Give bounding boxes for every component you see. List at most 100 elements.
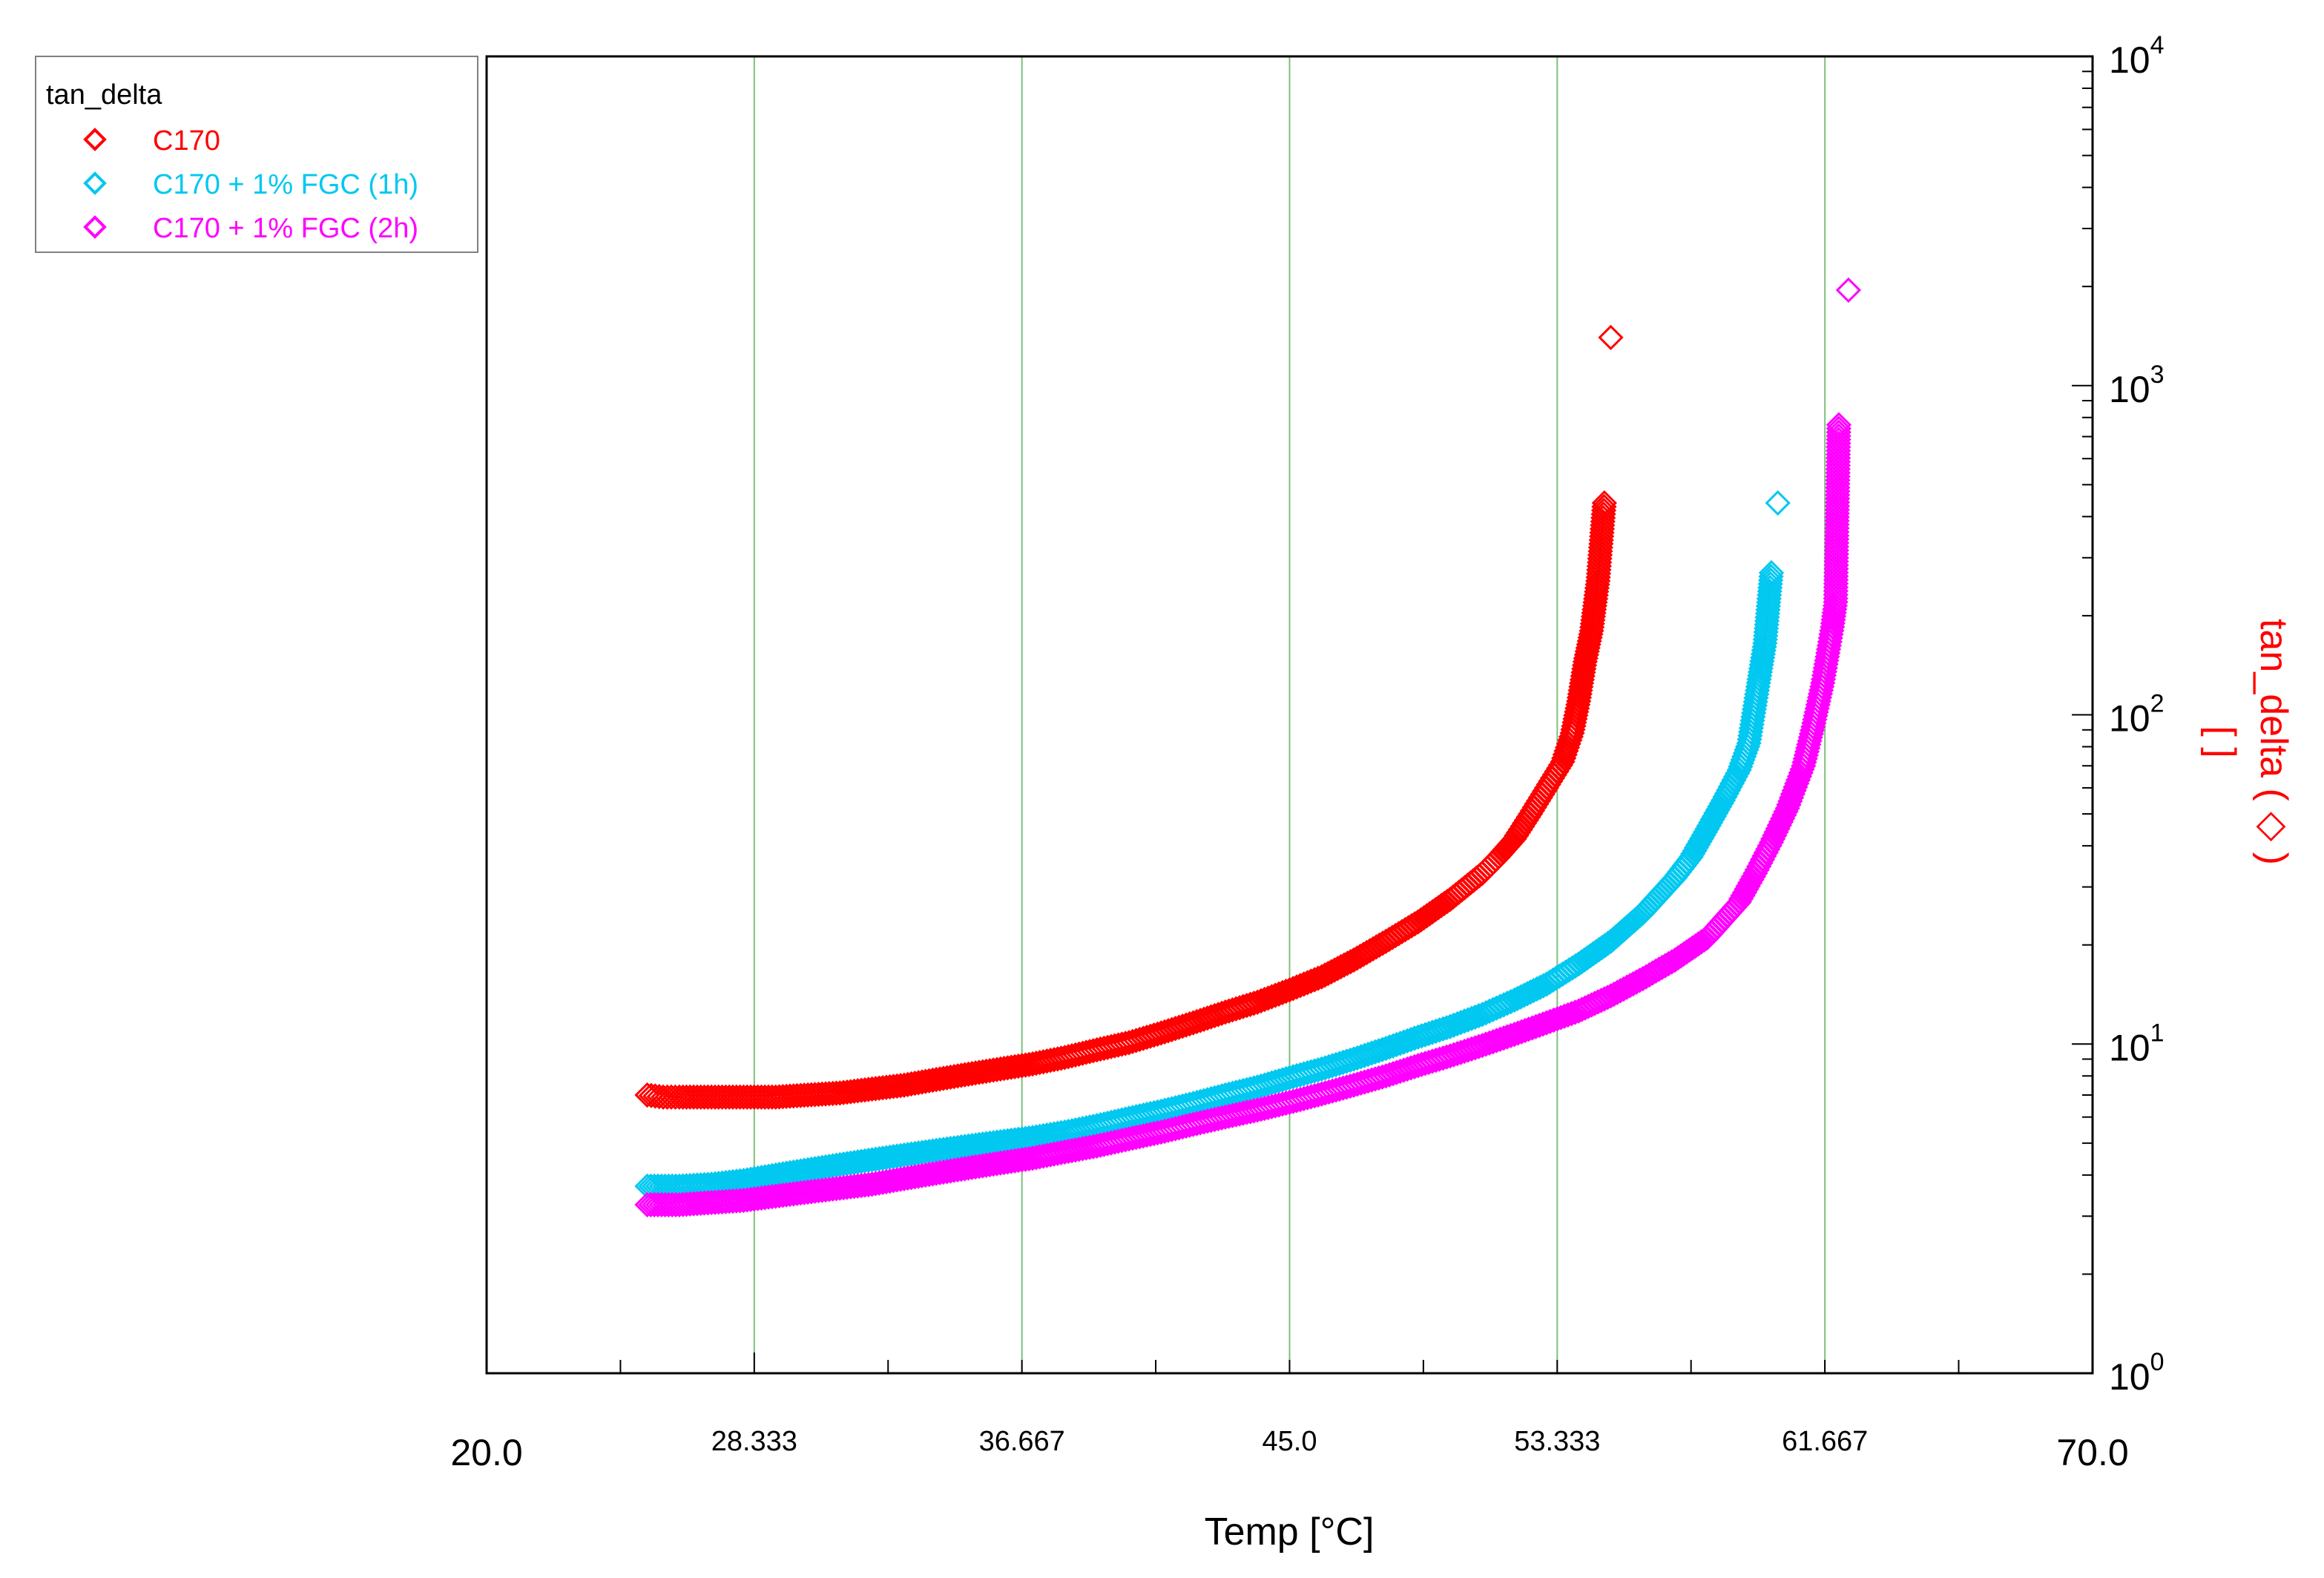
data-point (1398, 1027, 1424, 1053)
data-point (1491, 992, 1517, 1018)
series-2 (634, 412, 1852, 1217)
data-point (1469, 1002, 1495, 1028)
data-point (1241, 990, 1267, 1016)
y-tick-exponent: 3 (2150, 361, 2165, 389)
data-point (1514, 981, 1541, 1007)
data-point (1366, 1038, 1392, 1064)
data-point (1437, 1013, 1464, 1039)
data-point (1452, 1008, 1478, 1034)
data-point (1273, 979, 1299, 1005)
data-point (1277, 977, 1303, 1003)
legend-entry-c170: C170 (83, 125, 220, 157)
data-point (1541, 1007, 1567, 1033)
data-point (1484, 995, 1510, 1021)
data-point (1426, 1017, 1452, 1043)
data-point (1251, 987, 1277, 1013)
data-point (1533, 1010, 1560, 1036)
data-point (1527, 974, 1553, 1000)
data-point (1441, 1012, 1467, 1039)
data-point (1498, 989, 1524, 1015)
data-point (1280, 976, 1306, 1002)
data-point (642, 1083, 668, 1109)
data-point (1383, 1031, 1409, 1058)
data-point (1508, 984, 1534, 1010)
data-point (1826, 412, 1852, 438)
data-point (1494, 990, 1521, 1016)
data-point (1248, 987, 1274, 1014)
data-point (1472, 1031, 1499, 1057)
data-point (1444, 1010, 1470, 1037)
data-point (1512, 1017, 1538, 1044)
data-point (1287, 973, 1314, 999)
data-point (1527, 1012, 1553, 1039)
data-point (1491, 1025, 1517, 1051)
y-axis-title-label: tan_delta ( ◇ ) (2252, 619, 2295, 865)
data-point (1521, 978, 1547, 1004)
legend-label-fgc-1h: C170 + 1% FGC (1h) (153, 169, 418, 200)
data-point (1269, 979, 1296, 1006)
data-point (1391, 1029, 1417, 1055)
data-point (1524, 976, 1550, 1002)
data-point (1472, 1000, 1499, 1026)
data-point (1458, 1005, 1484, 1031)
data-point (1591, 493, 1617, 520)
data-point (1302, 967, 1328, 993)
data-point (1380, 1033, 1406, 1059)
legend-entry-fgc-1h: C170 + 1% FGC (1h) (83, 169, 418, 200)
data-point (1263, 982, 1288, 1008)
data-point (1283, 974, 1310, 1000)
y-tick-exponent: 2 (2150, 690, 2165, 718)
data-point (1537, 1008, 1563, 1035)
data-point (1515, 1016, 1541, 1042)
y-axis-title: tan_delta ( ◇ ) [ ] (2200, 619, 2295, 865)
outlier-point (1765, 490, 1791, 516)
x-tick-label: 61.667 (1782, 1426, 1868, 1457)
data-point (1555, 1002, 1581, 1028)
data-point (1758, 563, 1784, 590)
data-point (1509, 1019, 1535, 1045)
data-point (1758, 559, 1785, 586)
data-point (1523, 1013, 1549, 1039)
y-axis-title-unit: [ ] (2200, 726, 2243, 757)
plot-area: 20.0 28.333 36.667 45.0 53.333 61.667 70.0 100… (450, 31, 2164, 1473)
data-point (1291, 971, 1317, 997)
legend-marker-fgc-1h (83, 171, 107, 195)
data-point (1387, 1030, 1413, 1056)
data-point (1511, 982, 1537, 1008)
data-point (1377, 1034, 1403, 1060)
data-point (1476, 998, 1503, 1025)
data-point (1305, 965, 1331, 991)
data-point (1501, 987, 1527, 1013)
legend-label-c170: C170 (153, 125, 220, 157)
data-point (1484, 1028, 1510, 1053)
data-point (1548, 1005, 1574, 1030)
x-axis-ticks: 20.0 28.333 36.667 45.0 53.333 61.667 70.0 (450, 1352, 2129, 1473)
data-point (1362, 1039, 1389, 1065)
data-point (646, 1083, 672, 1110)
legend-title: tan_delta (46, 79, 162, 111)
x-tick-label: 53.333 (1514, 1426, 1600, 1457)
series-0 (634, 490, 1617, 1110)
data-point (1466, 1003, 1492, 1029)
data-point (1591, 490, 1617, 516)
outlier-point (1598, 324, 1624, 351)
data-point (1455, 1007, 1481, 1033)
data-point (1551, 1003, 1578, 1029)
x-tick-label: 36.667 (979, 1426, 1065, 1457)
data-point (1530, 1011, 1556, 1037)
data-point (1234, 993, 1260, 1019)
legend-entry-fgc-2h: C170 + 1% FGC (2h) (83, 213, 418, 244)
data-point (1423, 1018, 1449, 1045)
data-point (1462, 1035, 1488, 1061)
legend-marker-c170 (83, 128, 107, 151)
data-point (1259, 984, 1285, 1010)
x-tick-label: 45.0 (1263, 1426, 1317, 1457)
data-point (1395, 1028, 1421, 1054)
data-point (1504, 985, 1531, 1011)
data-point (1544, 1006, 1570, 1032)
data-point (1373, 1035, 1399, 1062)
data-point (1591, 986, 1617, 1012)
data-point (1558, 1001, 1584, 1027)
data-point (1265, 981, 1292, 1007)
